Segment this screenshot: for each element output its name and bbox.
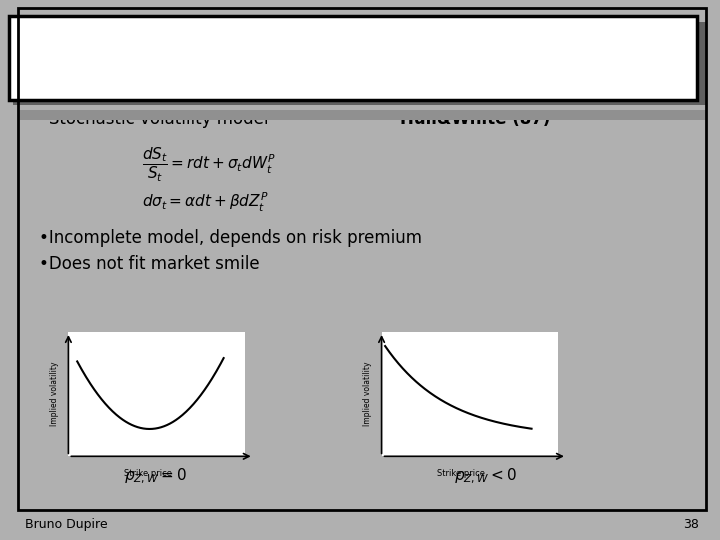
Text: •Incomplete model, depends on risk premium: •Incomplete model, depends on risk premi… <box>39 228 422 247</box>
Text: Bruno Dupire: Bruno Dupire <box>25 518 107 531</box>
Text: $\rho_{Z,W} = 0$: $\rho_{Z,W} = 0$ <box>124 467 187 485</box>
Text: •Stochastic volatility model: •Stochastic volatility model <box>39 110 274 128</box>
Text: Hull & White: Hull & White <box>241 36 482 70</box>
Text: •Does not fit market smile: •Does not fit market smile <box>39 255 259 273</box>
Text: Strike price: Strike price <box>124 469 172 478</box>
Text: Implied volatility: Implied volatility <box>50 362 59 427</box>
Text: 38: 38 <box>683 518 698 531</box>
Text: Strike price: Strike price <box>437 469 485 478</box>
Text: $d\sigma_t = \alpha dt + \beta dZ_t^P$: $d\sigma_t = \alpha dt + \beta dZ_t^P$ <box>142 191 269 214</box>
Text: $\rho_{Z,W} < 0$: $\rho_{Z,W} < 0$ <box>454 467 517 485</box>
Text: Implied volatility: Implied volatility <box>363 362 372 427</box>
Text: $\dfrac{dS_t}{S_t} = rdt + \sigma_t dW_t^P$: $\dfrac{dS_t}{S_t} = rdt + \sigma_t dW_t… <box>142 145 276 184</box>
Text: Hull&White (87): Hull&White (87) <box>400 110 550 128</box>
